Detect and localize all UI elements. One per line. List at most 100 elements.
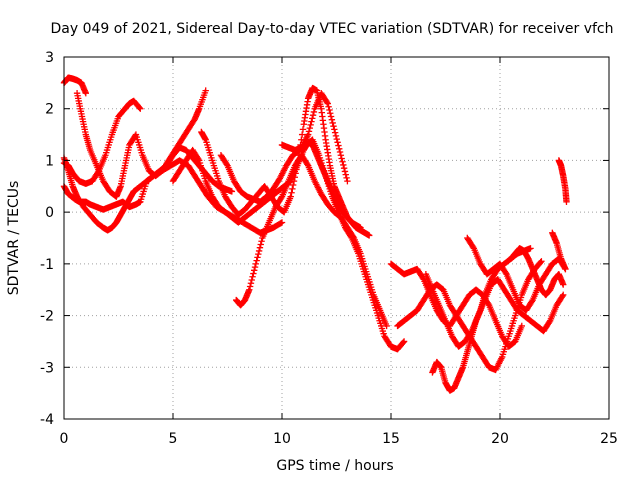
data-point — [251, 263, 259, 271]
data-point — [341, 168, 349, 175]
data-point — [537, 259, 544, 266]
data-point — [289, 185, 296, 193]
data-point — [336, 148, 344, 156]
data-point — [304, 131, 312, 138]
data-point — [469, 243, 477, 251]
data-point — [349, 233, 357, 240]
y-tick-label: 0 — [45, 205, 54, 221]
data-point — [82, 90, 89, 97]
y-tick-label: -3 — [40, 360, 54, 376]
chart-title: Day 049 of 2021, Sidereal Day-to-day VTE… — [50, 21, 613, 37]
x-tick-label: 0 — [60, 431, 69, 447]
data-point — [400, 338, 408, 345]
y-tick-label: 2 — [45, 102, 54, 118]
data-point — [258, 238, 265, 245]
data-point — [288, 189, 295, 196]
data-point — [325, 103, 332, 110]
data-point — [202, 87, 209, 94]
data-point — [400, 339, 407, 346]
data-point — [327, 113, 335, 120]
data-point — [333, 135, 340, 143]
data-point — [277, 194, 285, 202]
y-tick-label: -4 — [40, 412, 54, 428]
data-point — [528, 298, 536, 305]
data-point — [332, 132, 340, 140]
data-point — [518, 322, 525, 330]
data-point — [334, 139, 341, 146]
data-point — [94, 168, 102, 176]
y-tick-label: 1 — [45, 153, 54, 169]
data-point — [338, 155, 345, 162]
data-point — [343, 174, 350, 182]
y-axis-label: SDTVAR / TECUs — [6, 181, 22, 296]
grid-layer — [64, 57, 609, 419]
data-point — [257, 241, 264, 248]
x-tick-label: 15 — [382, 431, 400, 447]
data-point — [305, 128, 313, 135]
data-point — [310, 108, 318, 116]
data-point — [278, 219, 286, 226]
data-point — [342, 171, 349, 178]
data-point — [337, 152, 345, 159]
data-point — [538, 258, 545, 265]
data-point — [328, 116, 336, 123]
series-sat-j — [278, 90, 351, 185]
data-point — [307, 121, 314, 129]
series-sat-i — [233, 152, 390, 330]
data-point — [335, 142, 342, 149]
data-point — [330, 122, 337, 130]
data-point — [290, 177, 298, 185]
x-tick-label: 10 — [273, 431, 291, 447]
data-point — [252, 260, 260, 268]
data-point — [357, 224, 364, 231]
data-point — [560, 281, 567, 288]
data-point — [255, 250, 262, 258]
data-point — [137, 105, 144, 112]
data-point — [298, 131, 306, 138]
data-point — [383, 322, 390, 330]
data-point — [287, 193, 294, 200]
data-point — [223, 161, 230, 168]
data-point — [255, 247, 263, 255]
data-point — [326, 106, 333, 114]
data-point — [249, 273, 256, 280]
data-point — [329, 119, 336, 127]
data-point — [246, 283, 254, 290]
data-point — [309, 115, 316, 122]
data-point — [324, 100, 331, 107]
data-point — [560, 291, 567, 299]
data-point — [248, 276, 255, 284]
data-layer — [60, 74, 570, 394]
data-point — [366, 232, 373, 239]
y-tick-label: 3 — [45, 50, 54, 66]
y-tick-label: -2 — [40, 309, 54, 325]
data-point — [247, 280, 255, 287]
data-point — [251, 267, 258, 274]
data-point — [559, 292, 566, 300]
data-point — [246, 286, 253, 293]
series-sat-b — [60, 74, 89, 97]
data-point — [228, 188, 236, 195]
data-point — [289, 181, 297, 189]
plot-frame — [63, 56, 610, 420]
series-sat-o — [464, 234, 569, 314]
data-point — [344, 177, 351, 185]
data-point — [336, 145, 343, 152]
series-sat-c — [73, 87, 209, 200]
data-point — [562, 265, 569, 273]
series-sat-g — [198, 84, 364, 231]
data-point — [306, 124, 313, 132]
data-point — [340, 164, 348, 172]
data-point — [563, 198, 570, 205]
data-point — [256, 244, 264, 251]
data-point — [331, 129, 339, 136]
data-point — [339, 158, 346, 165]
data-point — [527, 245, 534, 252]
data-point — [323, 99, 331, 106]
data-point — [250, 270, 257, 277]
data-point — [502, 269, 509, 277]
x-axis-label: GPS time / hours — [276, 458, 393, 474]
x-tick-label: 20 — [491, 431, 509, 447]
